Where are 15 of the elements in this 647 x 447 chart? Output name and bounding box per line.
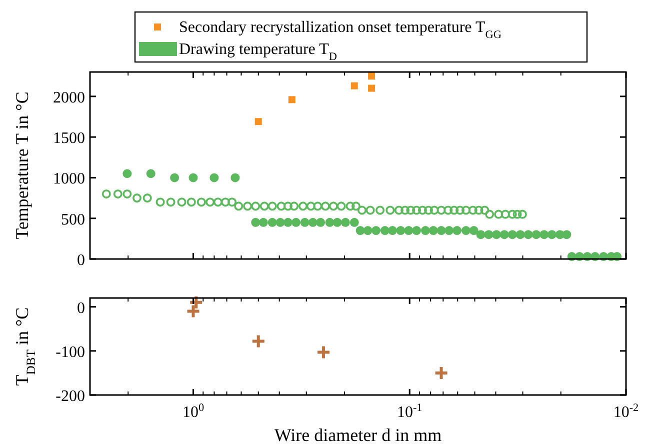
y-tick-label: -200 [56, 388, 85, 405]
x-tick-label: 10$^{-2}$ [613, 402, 639, 421]
y-tick-label: 2000 [53, 89, 85, 106]
y-axis-title: Temperature T in °C [12, 92, 32, 240]
legend-label: Secondary recrystallization onset temperature T$_{GG}$ [179, 19, 502, 41]
y-tick-label: 1000 [53, 170, 85, 188]
y-tick-label: 1500 [53, 130, 85, 148]
y-tick-label: 500 [61, 211, 85, 228]
x-tick-label: 10$^{-1}$ [396, 402, 422, 421]
legend-label: Drawing temperature T$_{D}$ [179, 41, 337, 63]
y-tick-label: -100 [56, 344, 85, 361]
y-tick-label: 0 [77, 300, 85, 317]
y-tick-label: 0 [77, 252, 85, 269]
x-tick-label: 10$^{0}$ [182, 402, 204, 421]
x-axis-title: Wire diameter d in mm [274, 425, 442, 445]
